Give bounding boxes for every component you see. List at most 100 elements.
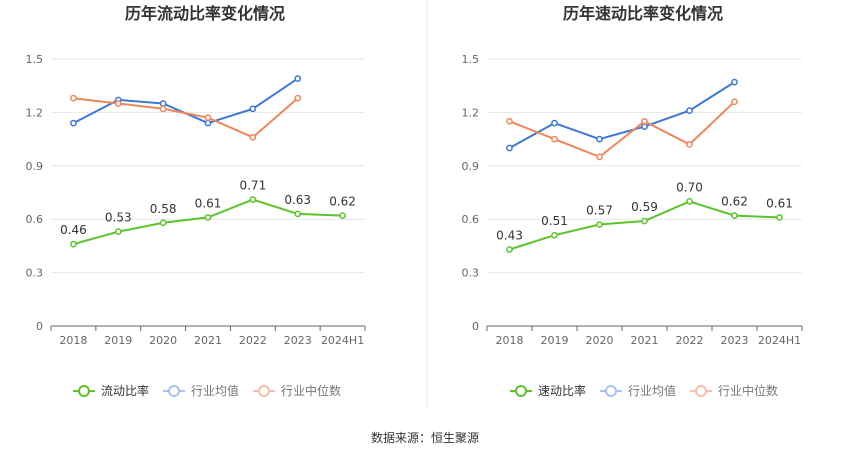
data-point: [776, 214, 783, 221]
legend-label: 行业均值: [628, 383, 676, 398]
data-point: [70, 240, 77, 248]
x-tick-label: 2024H1: [321, 334, 364, 347]
chart-current-ratio: 历年流动比率变化情况 0 0.3 0.6 0.9 1.2 1.5 2018 2019 2020 2…: [26, 4, 366, 398]
x-tick-label: 2020: [586, 334, 614, 347]
data-point: [339, 212, 346, 219]
data-label: 0.62: [721, 195, 748, 209]
data-point: [249, 105, 257, 113]
legend-item-industry-avg[interactable]: 行业均值: [163, 383, 239, 398]
x-tick-label: 2022: [239, 334, 267, 347]
legend-marker: [258, 385, 270, 397]
legend-label: 行业中位数: [281, 383, 341, 398]
data-point: [551, 135, 558, 143]
legend-label: 行业中位数: [718, 383, 778, 398]
data-point: [249, 133, 257, 141]
data-point: [686, 198, 693, 205]
data-point: [159, 219, 167, 227]
y-tick-label: 0: [472, 320, 479, 333]
source-note: 数据来源：恒生聚源: [371, 430, 479, 445]
x-tick-label: 2019: [541, 334, 569, 347]
legend-item-quick-ratio[interactable]: 速动比率: [510, 383, 586, 398]
data-point: [249, 196, 257, 203]
series-line: [72, 77, 299, 125]
x-tick-label: 2024H1: [758, 334, 801, 347]
data-point: [294, 75, 302, 82]
chart-quick-ratio: 历年速动比率变化情况 0 0.3 0.6 0.9 1.2 1.5 2018 2019 2020 2…: [462, 4, 803, 398]
data-point: [506, 117, 513, 125]
x-tick-label: 2023: [284, 334, 312, 347]
x-tick-label: 2019: [104, 334, 132, 347]
x-tick-label: 2021: [631, 334, 659, 347]
data-label: 0.58: [150, 202, 177, 216]
y-tick-label: 0.9: [462, 160, 480, 173]
x-tick-label: 2018: [59, 334, 87, 347]
data-label: 0.63: [284, 193, 311, 207]
x-tick-label: 2018: [496, 334, 524, 347]
data-label: 0.61: [195, 196, 222, 210]
data-point: [641, 217, 648, 225]
legend: 速动比率 行业均值 行业中位数: [510, 383, 778, 398]
legend-item-industry-avg[interactable]: 行业均值: [600, 383, 676, 398]
data-point: [114, 100, 122, 107]
legend-label: 行业均值: [191, 383, 239, 398]
data-label: 0.61: [766, 196, 793, 210]
data-point: [506, 144, 513, 152]
y-tick-label: 1.5: [462, 53, 480, 66]
y-tick-label: 1.2: [462, 106, 480, 119]
data-point: [686, 107, 693, 114]
legend-marker: [515, 385, 527, 397]
data-point: [159, 105, 167, 113]
data-label: 0.59: [631, 200, 658, 214]
data-point: [70, 94, 77, 102]
data-point: [204, 214, 212, 221]
x-tick-label: 2021: [194, 334, 222, 347]
y-tick-label: 0.9: [26, 160, 44, 173]
data-point: [596, 221, 603, 228]
legend-marker: [168, 385, 180, 397]
chart-title: 历年速动比率变化情况: [563, 4, 723, 23]
legend-label: 速动比率: [538, 383, 586, 398]
legend-marker: [695, 385, 707, 397]
data-point: [641, 117, 648, 125]
legend: 流动比率 行业均值 行业中位数: [73, 383, 341, 398]
data-label: 0.51: [541, 214, 568, 228]
x-tick-label: 2022: [676, 334, 704, 347]
legend-label: 流动比率: [101, 383, 149, 398]
legend-item-industry-median[interactable]: 行业中位数: [690, 383, 778, 398]
data-label: 0.43: [496, 228, 523, 242]
y-tick-label: 1.5: [26, 53, 44, 66]
data-point: [686, 141, 693, 148]
legend-marker: [605, 385, 617, 397]
legend-marker: [78, 385, 90, 397]
plot-area: 0 0.3 0.6 0.9 1.2 1.5 2018 2019 2020 2021 2022 2023…: [462, 53, 803, 347]
data-point: [731, 212, 738, 219]
plot-area: 0 0.3 0.6 0.9 1.2 1.5 2018 2019 2020 2021 2022 2023…: [26, 53, 366, 347]
y-tick-label: 0.3: [26, 267, 44, 280]
data-point: [551, 231, 558, 239]
series-line: [509, 81, 736, 149]
data-point: [506, 246, 513, 253]
data-point: [731, 98, 738, 106]
data-point: [596, 153, 603, 161]
data-label: 0.71: [239, 179, 266, 193]
data-point: [70, 119, 77, 127]
data-point: [204, 114, 212, 122]
data-point: [596, 135, 603, 143]
y-tick-label: 1.2: [26, 106, 44, 119]
data-point: [114, 228, 122, 236]
chart-title: 历年流动比率变化情况: [125, 4, 285, 23]
legend-item-industry-median[interactable]: 行业中位数: [253, 383, 341, 398]
x-tick-label: 2023: [721, 334, 749, 347]
data-label: 0.46: [60, 223, 87, 237]
data-label: 0.53: [105, 211, 132, 225]
data-label: 0.62: [329, 195, 356, 209]
data-point: [204, 119, 212, 127]
data-point: [294, 210, 302, 218]
x-tick-label: 2020: [149, 334, 177, 347]
data-label: 0.57: [586, 204, 613, 218]
data-point: [294, 94, 302, 102]
legend-item-current-ratio[interactable]: 流动比率: [73, 383, 149, 398]
series-line: [509, 100, 736, 159]
data-label: 0.70: [676, 180, 703, 194]
